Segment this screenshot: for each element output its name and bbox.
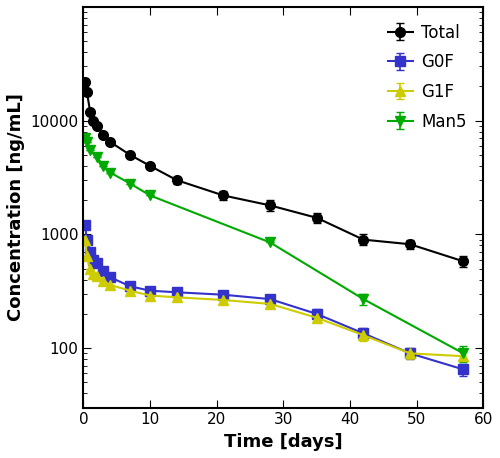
Legend: Total, G0F, G1F, Man5: Total, G0F, G1F, Man5 bbox=[380, 15, 475, 139]
X-axis label: Time [days]: Time [days] bbox=[224, 433, 342, 451]
Y-axis label: Concentration [ng/mL]: Concentration [ng/mL] bbox=[7, 93, 25, 321]
